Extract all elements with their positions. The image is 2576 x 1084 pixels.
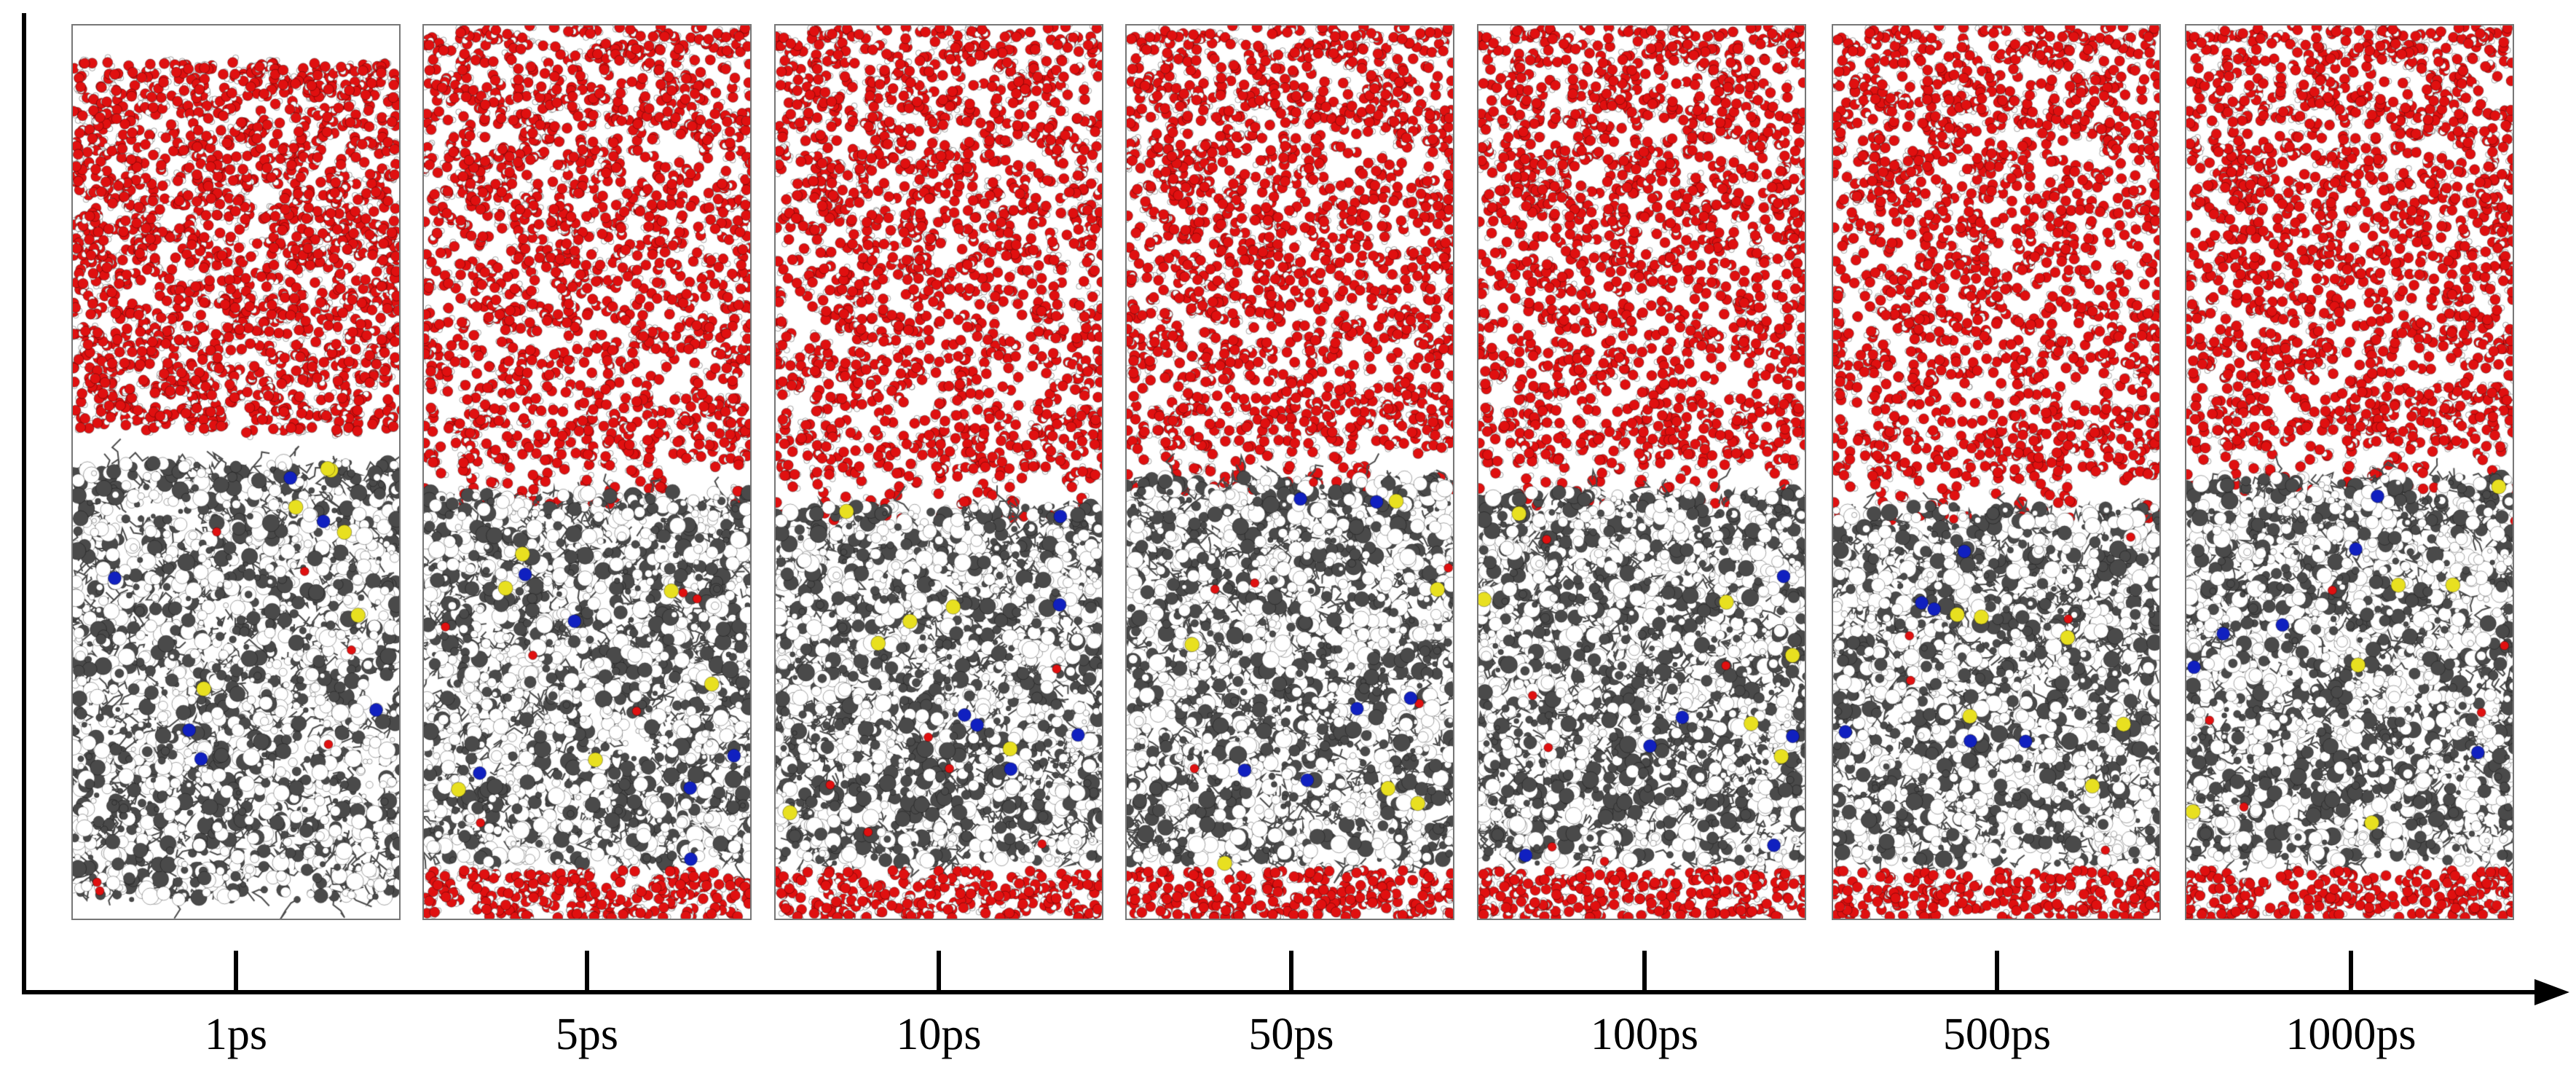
- time-label-10ps: 10ps: [896, 1010, 982, 1059]
- time-label-1000ps: 1000ps: [2285, 1010, 2417, 1059]
- snapshot-panel-10ps: [774, 24, 1103, 920]
- snapshot-panel-100ps: [1477, 24, 1806, 920]
- time-label-500ps: 500ps: [1942, 1010, 2052, 1059]
- time-label-50ps: 50ps: [1248, 1010, 1334, 1059]
- time-label-5ps: 5ps: [555, 1010, 619, 1059]
- snapshot-panel-1000ps: [2185, 24, 2514, 920]
- snapshot-panel-1ps: [71, 24, 401, 920]
- time-label-100ps: 100ps: [1590, 1010, 1699, 1059]
- time-label-1ps: 1ps: [204, 1010, 268, 1059]
- snapshot-panel-5ps: [422, 24, 752, 920]
- snapshot-panel-500ps: [1832, 24, 2161, 920]
- x-axis-arrowhead: [2534, 979, 2569, 1005]
- snapshot-panel-50ps: [1125, 24, 1454, 920]
